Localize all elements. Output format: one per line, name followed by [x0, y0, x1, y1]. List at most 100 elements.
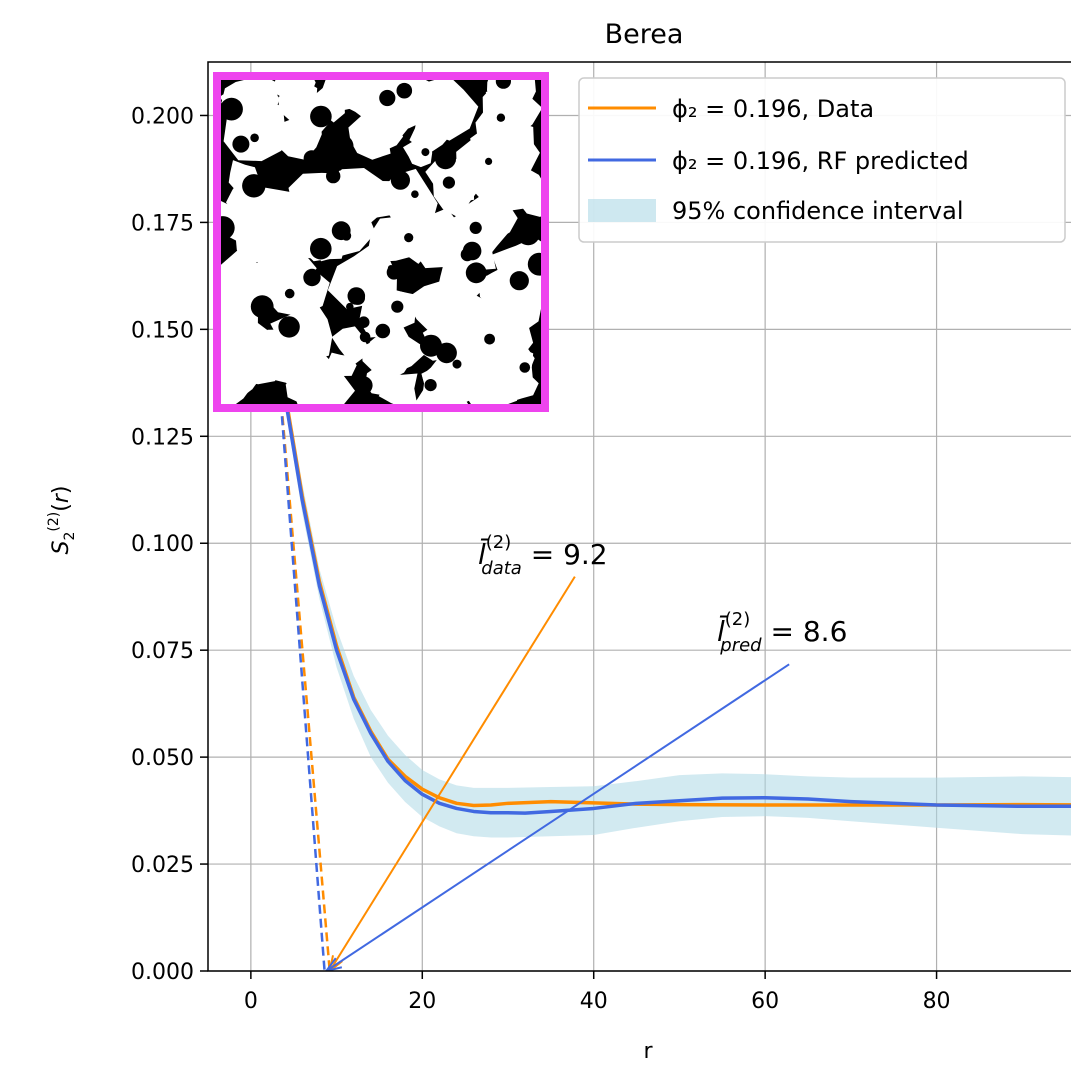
inset-pore	[420, 334, 442, 357]
inset-image	[213, 72, 549, 412]
inset-pore	[465, 262, 487, 284]
y-tick-label: 0.175	[131, 211, 194, 236]
inset-pore	[303, 268, 321, 287]
inset-pore	[424, 379, 437, 392]
y-tick-label: 0.050	[131, 746, 194, 771]
inset-pore	[359, 331, 371, 343]
y-tick-label: 0.150	[131, 318, 194, 343]
arrow-head	[328, 955, 343, 971]
x-tick-label: 40	[580, 989, 608, 1014]
inset-pore	[421, 269, 432, 280]
inset-pore	[221, 97, 243, 121]
y-tick-label: 0.075	[131, 639, 194, 664]
series-predicted-line	[249, 132, 1071, 815]
inset-grain	[327, 244, 397, 310]
inset-pore	[341, 231, 352, 241]
inset-grain	[438, 281, 473, 318]
inset-grain	[514, 173, 541, 217]
legend-swatch-ci	[588, 199, 656, 222]
inset-pore	[232, 135, 250, 153]
arrow-shaft	[328, 576, 576, 971]
inset-pore	[469, 221, 482, 234]
y-tick-label: 0.025	[131, 853, 194, 878]
inset-pore	[303, 150, 320, 167]
y-tick-label: 0.125	[131, 425, 194, 450]
inset-pore	[357, 316, 370, 329]
inset-pore	[462, 241, 482, 261]
y-tick-label: 0.000	[131, 960, 194, 985]
inset-grain	[456, 139, 513, 193]
inset-pore	[310, 237, 332, 260]
inset-pore	[484, 333, 495, 345]
inset-grain	[479, 369, 519, 404]
inset-pore	[338, 146, 355, 163]
inset-pore	[396, 82, 413, 99]
inset-pore	[435, 148, 456, 170]
inset-grain	[322, 352, 357, 379]
legend: ϕ₂ = 0.196, Data ϕ₂ = 0.196, RF predicte…	[578, 77, 1066, 243]
inset-pore	[496, 113, 506, 122]
plot-area	[249, 132, 1071, 971]
legend-frame	[578, 77, 1066, 243]
legend-label-data: ϕ₂ = 0.196, Data	[672, 95, 874, 123]
inset-pore	[250, 133, 259, 143]
inset-pore	[509, 271, 529, 291]
inset-pore	[442, 176, 455, 189]
inset-grain	[221, 250, 258, 318]
inset-grain	[373, 124, 404, 151]
inset-pore	[452, 359, 462, 369]
inset-pore	[347, 287, 366, 305]
legend-label-ci: 95% confidence interval	[672, 197, 963, 225]
y-tick-label: 0.200	[131, 104, 194, 129]
inset-pore	[519, 362, 531, 373]
annotation-pred-length: l̄(2) pred = 8.6	[717, 609, 847, 656]
arrow-shaft	[325, 663, 790, 971]
inset-grain	[411, 208, 447, 244]
inset-grain	[411, 80, 479, 141]
inset-pore	[391, 300, 404, 313]
x-tick-label: 60	[751, 989, 779, 1014]
arrow-predicted	[325, 663, 790, 971]
inset-pore	[495, 80, 511, 89]
inset-pore	[379, 89, 396, 107]
inset-pore	[221, 216, 235, 240]
inset-grain	[221, 346, 265, 401]
x-axis-label: r	[643, 1039, 653, 1064]
legend-label-predicted: ϕ₂ = 0.196, RF predicted	[672, 147, 969, 175]
tangent-line-data	[275, 346, 331, 971]
inset-pore	[326, 168, 341, 184]
inset-pore	[346, 302, 354, 311]
inset-pore	[516, 222, 540, 246]
plot-frame	[207, 61, 1071, 972]
inset-pore	[421, 148, 430, 157]
arrow-head	[325, 957, 343, 971]
inset-pore	[485, 157, 493, 165]
inset-pore	[390, 170, 410, 190]
inset-pore	[375, 323, 391, 339]
y-axis-label: S2(2)(r)	[46, 486, 78, 555]
arrow-data	[328, 576, 576, 971]
tangent-line-predicted	[275, 346, 326, 971]
inset-grain	[422, 358, 483, 404]
x-tick-label: 80	[923, 989, 951, 1014]
inset-pore	[404, 233, 414, 243]
inset-grain	[320, 80, 378, 112]
inset-pore	[250, 295, 274, 318]
confidence-band	[268, 265, 1071, 838]
x-tick-label: 20	[408, 989, 436, 1014]
inset-grain	[368, 216, 415, 262]
inset-pore	[411, 190, 419, 198]
inset-pore	[354, 376, 373, 395]
inset-pore	[284, 288, 295, 299]
inset-pore	[335, 163, 343, 171]
inset-pore	[242, 174, 266, 198]
inset-grain	[371, 340, 411, 378]
annotation-data-length: l̄(2) data = 9.2	[478, 532, 608, 579]
y-tick-label: 0.100	[131, 532, 194, 557]
inset-pore	[310, 105, 332, 128]
inset-pore	[278, 316, 300, 338]
inset-grain	[331, 326, 367, 364]
inset-pore	[527, 252, 541, 276]
inset-pore	[386, 265, 402, 280]
